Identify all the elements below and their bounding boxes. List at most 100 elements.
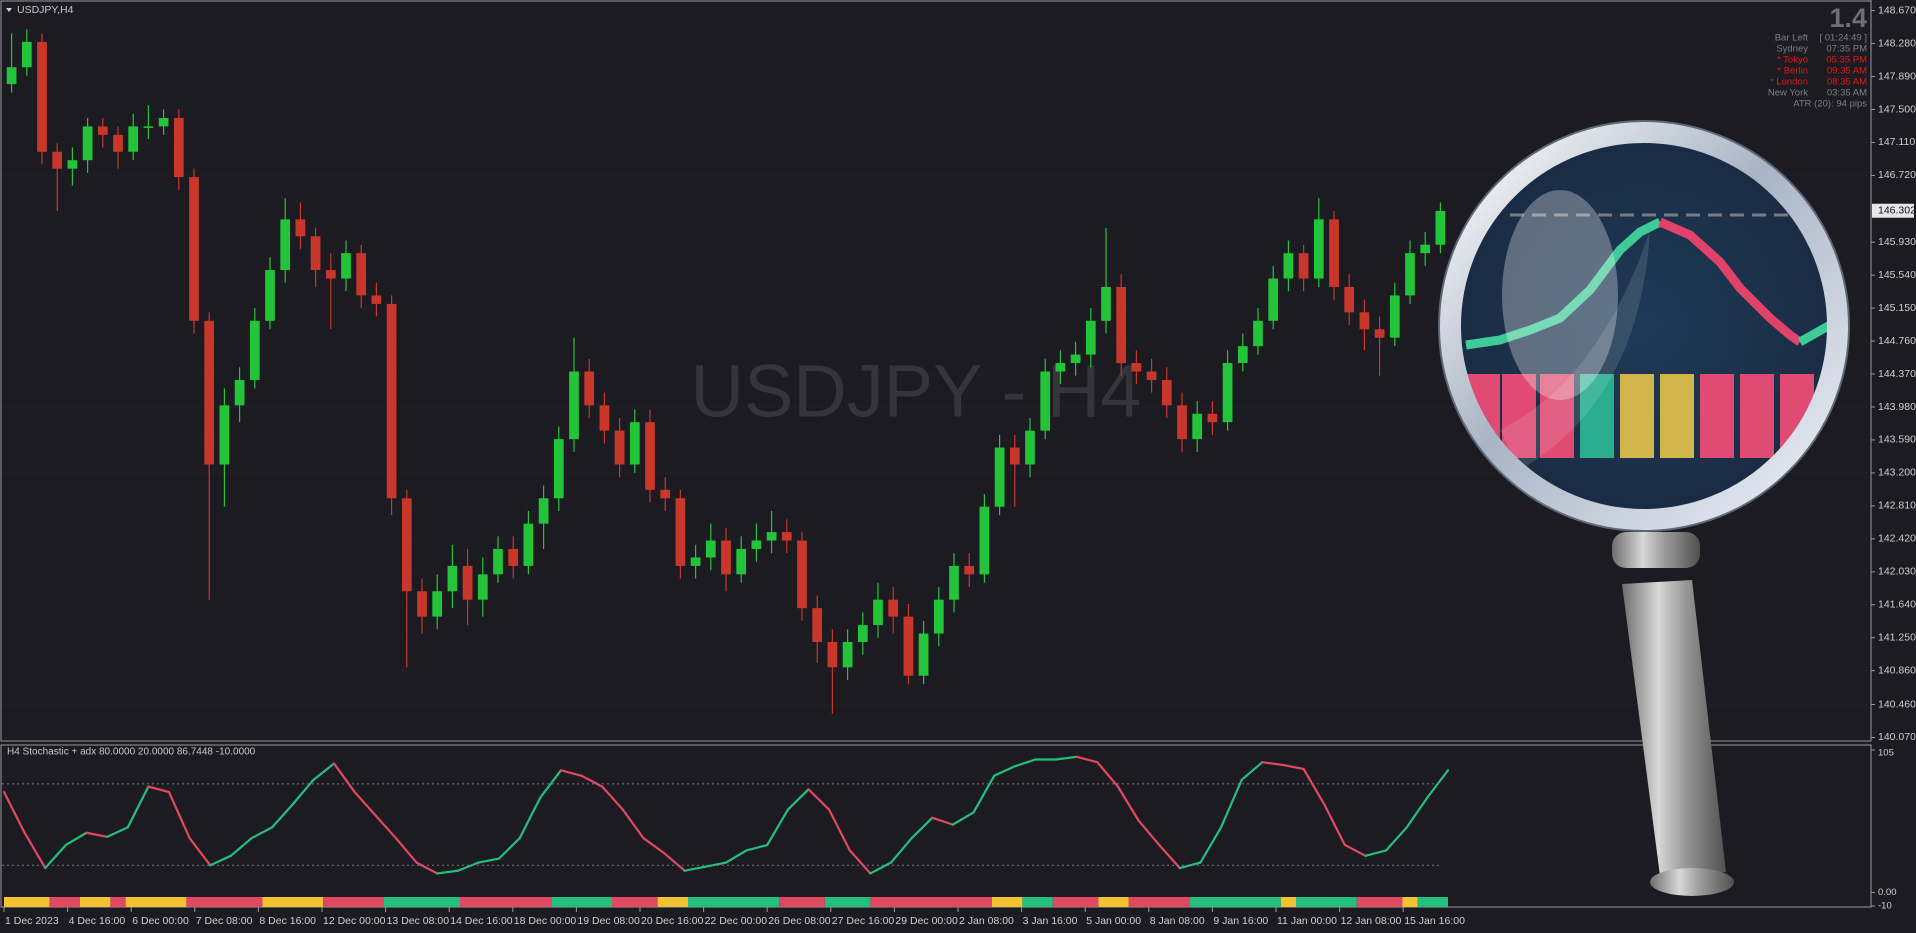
candle-body [219,405,230,465]
stochastic-segment [559,769,583,777]
plot [2,29,1450,907]
stochastic-segment [889,837,913,864]
candle-body [1329,219,1339,287]
candle-body [1177,405,1187,440]
info-label: * Berlin [1777,66,1808,77]
candle-body [371,295,382,304]
stochastic-segment [993,765,1016,777]
y-tick-label: 148.670 [1878,4,1916,16]
candle-body [249,320,260,380]
candle-body [1101,286,1111,321]
x-tick-label: 3 Jan 16:00 [1023,915,1078,927]
y-tick-label: 147.500 [1878,103,1916,115]
stochastic-segment [1405,796,1429,829]
strip-block [384,897,460,907]
info-value: 03:35 AM [1827,88,1867,99]
stochastic-segment [704,861,728,868]
info-value: 09:35 AM [1827,66,1867,77]
strip-block [262,897,324,907]
candle-body [690,557,701,566]
strip-block [824,897,871,907]
stochastic-segment [44,843,67,870]
stochastic-segment [766,808,789,847]
candle-body [37,41,47,152]
stochastic-segment [1385,826,1408,852]
x-tick-label: 29 Dec 00:00 [895,915,958,927]
candle-body [1131,363,1142,372]
stochastic-segment [931,816,955,826]
stochastic-segment [497,837,521,860]
candle-body [189,177,199,321]
strip-block [1052,897,1099,907]
strip-block [1402,897,1418,907]
stochastic-segment [23,831,47,870]
strip-block [460,897,552,907]
x-tick-label: 20 Dec 16:00 [641,915,704,927]
strip-block [1296,897,1357,907]
candle-body [493,548,503,575]
magnifier [1438,120,1850,896]
strip-block [4,897,50,907]
stochastic-segment [332,762,356,794]
menu-arrow[interactable] [6,8,12,12]
candle-body [1116,286,1127,364]
candle-body [645,422,655,490]
indicator-y-tick-label: 105 [1878,748,1894,759]
stochastic-segment [250,826,274,840]
candle-body [1268,278,1279,321]
atr-label: ATR (20): 94 pips [1793,99,1867,110]
candle-body [1040,371,1051,431]
stochastic-segment [683,865,707,872]
candle-body [1359,312,1370,330]
candle-body [1207,413,1218,423]
candle-body [1405,253,1415,296]
stochastic-segment [1364,849,1388,857]
candle-body [1420,244,1431,254]
candle-body [660,489,671,499]
candle-body [614,430,625,465]
candle-body [1283,253,1294,279]
x-tick-label: 12 Jan 08:00 [1341,915,1402,927]
y-tick-label: 142.810 [1878,500,1916,512]
stochastic-segment [539,769,563,799]
candle-body [812,608,823,642]
strip-block [870,897,992,907]
candle-body [462,565,473,600]
candle-body [888,599,899,617]
handle-collar [1612,532,1700,568]
handle [1622,580,1726,876]
candle-body [629,422,640,465]
candle-body [979,506,990,575]
stochastic-segment [807,788,831,811]
stochastic-segment [621,808,645,840]
info-label: Bar Left [1775,33,1809,44]
candle-body [386,303,397,499]
x-tick-label: 6 Dec 00:00 [132,915,189,927]
stochastic-segment [828,808,851,852]
candle-body [705,540,716,558]
spread: 1.4 [1829,3,1867,33]
stochastic-segment [188,837,212,867]
candle-body [508,548,519,566]
y-tick-label: 142.030 [1878,566,1916,578]
stochastic-segment [724,849,748,864]
y-tick-label: 141.640 [1878,599,1916,611]
y-tick-label: 141.250 [1878,632,1916,644]
x-tick-label: 5 Jan 00:00 [1086,915,1141,927]
candle-body [97,126,108,135]
candle-body [356,253,367,296]
lens-ring [1439,121,1849,531]
candle-body [21,41,32,68]
candle-body [933,599,944,634]
x-tick-label: 8 Jan 08:00 [1150,915,1205,927]
strip-block [323,897,384,907]
stochastic-segment [518,796,542,840]
candle-body [675,498,686,566]
y-tick-label: 142.420 [1878,533,1916,545]
stochastic-segment [1261,761,1285,767]
info-value: [ 01:24:49 ] [1819,33,1867,44]
y-tick-label: 143.200 [1878,467,1916,479]
stochastic-segment [436,869,459,875]
candle-body [1025,430,1035,465]
strip-block [657,897,688,907]
